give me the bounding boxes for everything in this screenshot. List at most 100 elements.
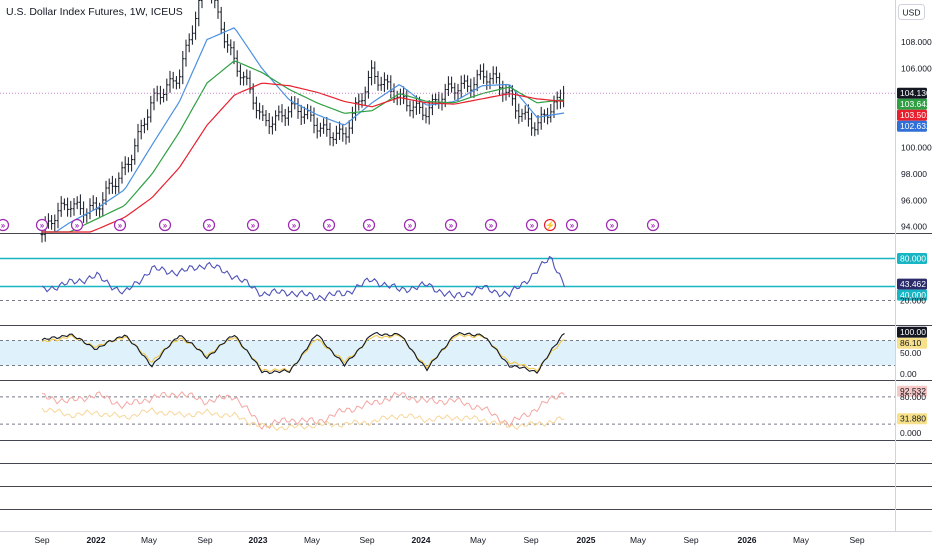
split-event-icon[interactable]: » <box>565 218 579 232</box>
price-bar[interactable] <box>197 0 201 27</box>
price-bar[interactable] <box>50 215 53 230</box>
price-bar[interactable] <box>271 116 274 135</box>
rsi-line[interactable] <box>41 255 566 301</box>
event-markers[interactable]: » » » » » » » » » » » » » » ⚡ » » » <box>0 218 660 232</box>
split-event-icon[interactable]: » <box>646 218 660 232</box>
price-bar[interactable] <box>235 50 239 77</box>
price-bar[interactable] <box>229 39 233 56</box>
price-bar[interactable] <box>69 200 73 218</box>
price-bar[interactable] <box>296 98 300 119</box>
price-bar[interactable] <box>408 100 412 117</box>
price-bar[interactable] <box>290 96 293 118</box>
price-bar[interactable] <box>245 69 249 86</box>
price-bar[interactable] <box>123 156 127 176</box>
stoch-axis-label[interactable]: 50.00 <box>900 348 922 358</box>
price-bar[interactable] <box>239 64 242 86</box>
price-bar[interactable] <box>56 202 60 229</box>
price-bar[interactable] <box>315 117 319 139</box>
price-bar[interactable] <box>306 104 309 120</box>
price-bar[interactable] <box>527 104 530 127</box>
price-bar[interactable] <box>495 66 498 84</box>
price-bar[interactable] <box>267 113 271 134</box>
split-event-icon[interactable]: » <box>70 218 84 232</box>
price-bar[interactable] <box>533 122 537 137</box>
stoch-axis-label[interactable]: 100.00 <box>897 326 927 338</box>
osc-line-b[interactable] <box>41 407 565 432</box>
price-bar[interactable] <box>549 104 553 123</box>
osc-line-a[interactable] <box>41 391 565 430</box>
split-event-icon[interactable]: » <box>322 218 336 232</box>
price-bar[interactable] <box>335 125 338 144</box>
price-bar[interactable] <box>386 74 389 90</box>
price-bar[interactable] <box>120 161 124 184</box>
price-bar[interactable] <box>264 110 268 127</box>
price-bar[interactable] <box>488 72 492 90</box>
price-bar[interactable] <box>251 83 255 110</box>
price-bar[interactable] <box>341 123 345 142</box>
price-bar[interactable] <box>299 104 303 125</box>
price-bar[interactable] <box>255 96 258 119</box>
price-bar[interactable] <box>322 118 325 134</box>
price-bar[interactable] <box>111 175 114 194</box>
price-bar[interactable] <box>475 69 479 92</box>
price-bar[interactable] <box>347 120 351 143</box>
price-bar[interactable] <box>107 178 111 195</box>
price-bar[interactable] <box>514 91 517 119</box>
price-bar[interactable] <box>466 75 469 93</box>
price-bar[interactable] <box>280 104 284 123</box>
price-bar[interactable] <box>127 157 130 173</box>
split-event-icon[interactable]: » <box>158 218 172 232</box>
osc-axis-label[interactable]: 80.000 <box>900 392 926 402</box>
price-bar[interactable] <box>469 78 473 98</box>
stoch-k-line[interactable] <box>41 331 565 375</box>
price-bar[interactable] <box>171 71 175 89</box>
price-bar[interactable] <box>479 64 482 80</box>
price-bar[interactable] <box>303 106 306 124</box>
price-bar[interactable] <box>95 197 98 216</box>
price-bar[interactable] <box>143 117 146 134</box>
price-bar[interactable] <box>389 75 393 98</box>
price-bar[interactable] <box>373 61 377 84</box>
price-bar[interactable] <box>437 91 441 109</box>
price-bar[interactable] <box>213 0 217 9</box>
price-bar[interactable] <box>242 71 245 86</box>
price-bar[interactable] <box>232 41 236 65</box>
price-bar[interactable] <box>219 6 223 35</box>
price-bar[interactable] <box>491 66 495 85</box>
ma-mid-line[interactable] <box>42 60 565 233</box>
price-bar[interactable] <box>447 76 450 96</box>
price-bar[interactable] <box>91 195 95 211</box>
price-bar[interactable] <box>399 88 402 106</box>
price-axis-label[interactable]: 103.501 <box>897 109 931 121</box>
ma-slow-line[interactable] <box>42 82 565 233</box>
price-bar[interactable] <box>66 197 69 217</box>
price-bar[interactable] <box>459 75 463 99</box>
price-bar[interactable] <box>559 89 562 109</box>
price-bar[interactable] <box>133 138 137 165</box>
price-bar[interactable] <box>72 198 76 216</box>
price-bar[interactable] <box>328 122 332 146</box>
currency-button[interactable]: USD <box>898 4 925 20</box>
price-bar[interactable] <box>523 105 527 120</box>
rsi-axis-label[interactable]: 40.000 <box>897 289 927 301</box>
price-bar[interactable] <box>520 108 524 122</box>
price-bar[interactable] <box>562 85 565 108</box>
price-bar[interactable] <box>530 112 533 136</box>
split-event-icon[interactable]: » <box>202 218 216 232</box>
rsi-axis-label[interactable]: 43.462 <box>897 278 927 290</box>
osc-axis-label[interactable]: 92.532 <box>897 385 927 397</box>
price-bar[interactable] <box>312 107 316 134</box>
price-bar[interactable] <box>226 34 229 53</box>
price-bar[interactable] <box>85 208 89 223</box>
price-bar[interactable] <box>367 70 370 99</box>
stoch-axis-label[interactable]: 0.00 <box>900 369 917 379</box>
price-bar[interactable] <box>136 123 140 153</box>
price-bar[interactable] <box>405 89 409 112</box>
price-bar[interactable] <box>114 178 117 195</box>
price-bar[interactable] <box>159 85 162 105</box>
price-bar[interactable] <box>421 101 425 121</box>
osc-axis-label[interactable]: 0.000 <box>900 428 922 438</box>
price-bar[interactable] <box>75 196 79 210</box>
price-bar[interactable] <box>162 88 165 103</box>
